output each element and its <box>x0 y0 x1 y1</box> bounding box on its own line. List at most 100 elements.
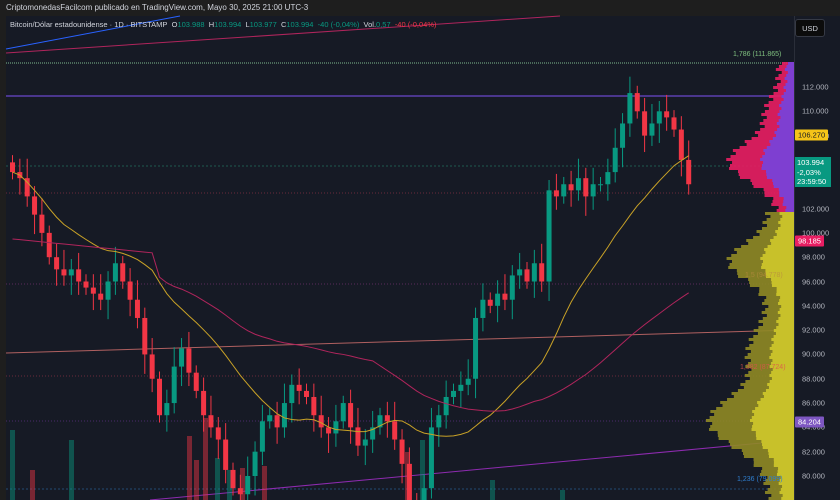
candle <box>362 439 368 446</box>
left-border <box>0 16 6 500</box>
symbol-name: Bitcoin/Dólar estadounidense · 1D · BITS… <box>10 20 168 29</box>
fib-label-bottom: 1,236 (79.099) <box>737 476 783 483</box>
price-tick: 112.000 <box>802 82 829 92</box>
candle <box>436 415 442 428</box>
candle <box>120 263 126 282</box>
candle <box>215 427 221 440</box>
candle <box>76 269 82 282</box>
price-tick: 90.000 <box>802 349 825 359</box>
candle <box>296 384 302 391</box>
candle <box>311 396 317 416</box>
candle <box>304 390 309 397</box>
high-label: H <box>208 20 215 29</box>
candle <box>24 178 30 197</box>
close-label: C <box>280 20 287 29</box>
candle <box>524 269 530 282</box>
candle <box>443 396 449 416</box>
candle <box>495 293 501 306</box>
candle <box>598 184 603 186</box>
open-label: O <box>171 20 178 29</box>
ma-fast-price-label: 106.270 <box>795 129 829 141</box>
candle <box>458 384 464 391</box>
candle <box>318 415 324 428</box>
ma-fast-line <box>12 155 689 437</box>
candle <box>509 275 515 300</box>
candle <box>10 162 15 173</box>
candle <box>208 415 214 428</box>
candle <box>561 184 567 197</box>
vol-change: -40 (-0,04%) <box>394 20 437 29</box>
candle <box>201 390 207 416</box>
price-tick: 86.000 <box>802 398 825 408</box>
price-tick: 94.000 <box>802 301 825 311</box>
currency-button[interactable]: USD <box>795 19 825 37</box>
candle <box>90 287 96 294</box>
candle <box>487 299 493 306</box>
candle <box>502 293 508 300</box>
low-label: L <box>245 20 250 29</box>
candle <box>326 427 332 434</box>
price-tick: 92.000 <box>802 325 825 335</box>
candle <box>54 257 60 270</box>
candle <box>671 117 677 130</box>
candle <box>267 415 273 422</box>
high-value: 103.994 <box>214 20 242 29</box>
candle <box>157 378 162 416</box>
candle <box>627 93 633 124</box>
candle <box>583 178 589 197</box>
publisher-text: CriptomonedasFacilcom publicado en Tradi… <box>6 3 309 12</box>
change-value: -40 (-0,04%) <box>317 20 360 29</box>
candle <box>568 184 574 191</box>
fib-label-top: 1,786 (111.865) <box>733 51 782 58</box>
price-tick: 82.000 <box>802 447 825 457</box>
trendline-blue <box>5 15 181 50</box>
current-price: 103.994 <box>797 158 825 167</box>
candle <box>259 421 265 452</box>
candle <box>451 390 456 397</box>
fib-label-lower: 1,382 (87.724) <box>740 364 786 371</box>
candle <box>127 281 133 300</box>
low-value: 103.977 <box>249 20 277 29</box>
candle <box>186 348 192 373</box>
candle <box>83 281 89 288</box>
candle <box>237 488 243 495</box>
candle <box>370 427 376 440</box>
candle <box>656 111 662 124</box>
candle <box>193 372 199 391</box>
candle <box>517 269 523 276</box>
ma-slow-price-label: 98.185 <box>795 235 824 247</box>
price-tick: 80.000 <box>802 471 825 481</box>
fib-label-mid: 1,5 (94.778) <box>745 272 783 279</box>
candle <box>406 463 412 500</box>
candle <box>605 172 611 185</box>
price-tick: 102.000 <box>802 204 830 214</box>
candle <box>392 421 398 440</box>
candle <box>465 378 471 385</box>
candle <box>68 269 74 276</box>
candle <box>421 488 427 500</box>
candle <box>575 178 581 191</box>
candle <box>428 427 434 489</box>
volume-profile <box>705 62 794 500</box>
candle <box>179 348 185 367</box>
candle <box>164 403 170 416</box>
trendline-magenta-top <box>5 15 561 54</box>
price-tick: 98.000 <box>802 252 825 262</box>
candle <box>223 439 229 470</box>
current-change: -2,03% <box>797 167 821 177</box>
candle <box>355 427 361 446</box>
candle <box>171 366 177 404</box>
candle <box>348 403 354 428</box>
candle <box>149 354 155 379</box>
candle <box>112 263 118 282</box>
candle <box>377 415 383 428</box>
candle <box>39 214 45 233</box>
candle <box>32 196 38 215</box>
candle <box>553 190 559 197</box>
candle <box>686 159 692 185</box>
candle <box>61 269 67 276</box>
candle <box>281 403 287 428</box>
candle <box>98 293 104 300</box>
candle <box>105 281 111 300</box>
